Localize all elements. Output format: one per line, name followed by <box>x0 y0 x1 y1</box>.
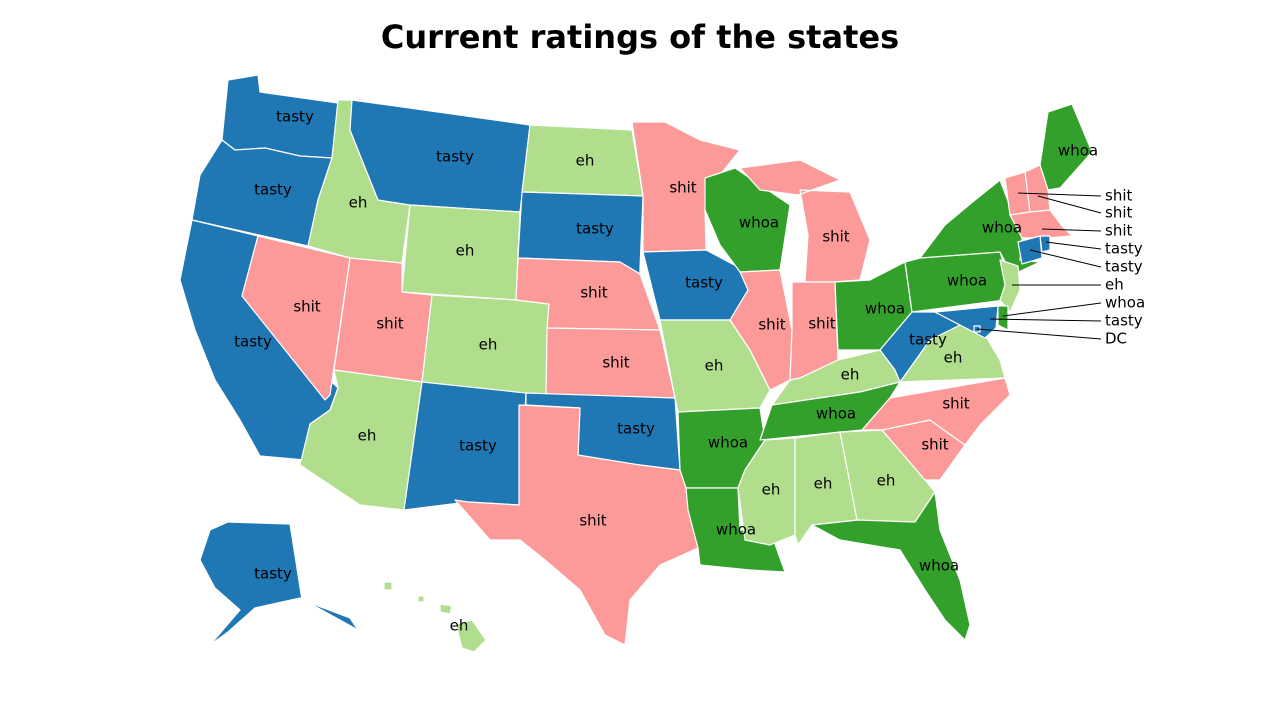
state-label-in: shit <box>808 315 835 333</box>
state-fl <box>811 491 971 641</box>
callout-label-de: whoa <box>1105 294 1145 312</box>
callout-label-nh: shit <box>1105 204 1132 222</box>
callout-label-ma: shit <box>1105 222 1132 240</box>
state-label-ne: shit <box>580 284 607 302</box>
state-label-me: whoa <box>1058 142 1098 160</box>
state-label-wv: tasty <box>909 331 947 349</box>
state-label-ms: eh <box>762 481 781 499</box>
state-hi <box>383 581 487 653</box>
state-label-az: eh <box>358 427 377 445</box>
state-la <box>685 487 786 573</box>
callout-line-ct <box>1029 249 1102 268</box>
map-title: Current ratings of the states <box>380 18 900 56</box>
state-ak <box>199 521 359 646</box>
state-label-mi: shit <box>822 228 849 246</box>
callout-line-dc <box>976 328 1102 340</box>
state-label-ar: whoa <box>708 434 748 452</box>
state-de <box>997 305 1009 331</box>
state-label-ny: whoa <box>982 219 1022 237</box>
states-layer <box>179 74 1093 653</box>
state-label-ok: tasty <box>617 420 655 438</box>
callout-line-de <box>1002 302 1102 317</box>
callout-line-ri <box>1045 241 1102 250</box>
callout-label-md: tasty <box>1105 312 1143 330</box>
state-label-tx: shit <box>579 512 606 530</box>
state-label-wy: eh <box>456 242 475 260</box>
state-nh <box>1024 164 1051 213</box>
callout-line-nh <box>1037 195 1102 214</box>
state-label-nd: eh <box>576 152 595 170</box>
callout-label-nj: eh <box>1105 276 1124 294</box>
state-label-mn: shit <box>669 179 696 197</box>
state-label-ca: tasty <box>234 333 272 351</box>
callout-line-vt <box>1017 192 1102 197</box>
state-label-il: shit <box>758 316 785 334</box>
state-label-ia: tasty <box>685 274 723 292</box>
state-label-fl: whoa <box>919 557 959 575</box>
callout-line-md <box>989 318 1102 322</box>
state-label-ky: eh <box>841 366 860 384</box>
callout-label-vt: shit <box>1105 187 1132 205</box>
state-label-pa: whoa <box>947 272 987 290</box>
state-label-mt: tasty <box>436 148 474 166</box>
state-label-or: tasty <box>254 181 292 199</box>
state-nj <box>999 259 1021 313</box>
state-label-hi: eh <box>450 617 469 635</box>
state-label-nm: tasty <box>459 437 497 455</box>
state-label-ks: shit <box>602 354 629 372</box>
state-labels-layer: tastytastytastyehshittastyehshitehehtast… <box>234 108 1098 635</box>
state-label-sd: tasty <box>576 220 614 238</box>
state-label-ga: eh <box>877 472 896 490</box>
state-label-sc: shit <box>921 436 948 454</box>
state-nc <box>861 377 1011 446</box>
callout-label-ct: tasty <box>1105 258 1143 276</box>
state-label-va: eh <box>944 349 963 367</box>
state-il <box>729 269 793 391</box>
state-label-oh: whoa <box>865 300 905 318</box>
state-nv <box>241 235 351 401</box>
state-md <box>934 305 999 339</box>
state-label-ak: tasty <box>254 565 292 583</box>
state-tx <box>454 404 699 646</box>
callout-label-ri: tasty <box>1105 240 1143 258</box>
state-label-wa: tasty <box>276 108 314 126</box>
state-label-nc: shit <box>942 395 969 413</box>
state-label-tn: whoa <box>816 405 856 423</box>
state-label-mo: eh <box>705 357 724 375</box>
state-label-la: whoa <box>716 521 756 539</box>
callout-label-dc: DC <box>1105 330 1127 348</box>
callout-line-ma <box>1041 228 1102 232</box>
state-label-id: eh <box>349 194 368 212</box>
state-label-wi: whoa <box>739 214 779 232</box>
state-label-ut: shit <box>376 315 403 333</box>
state-label-co: eh <box>479 336 498 354</box>
state-label-al: eh <box>814 475 833 493</box>
state-ma <box>1009 209 1073 239</box>
state-label-nv: shit <box>293 298 320 316</box>
